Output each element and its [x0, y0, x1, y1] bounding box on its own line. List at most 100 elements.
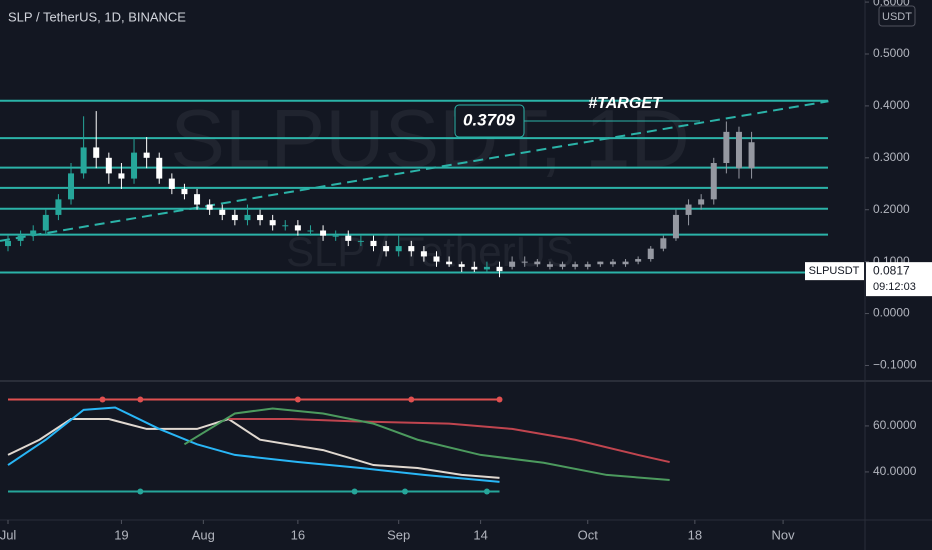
indicator-line	[7, 406, 500, 483]
candle-body	[685, 204, 692, 215]
y-tick-label: 0.3000	[873, 150, 910, 164]
x-tick-label: 16	[291, 527, 305, 542]
candle-body	[609, 261, 616, 265]
x-tick-label: Nov	[772, 527, 796, 542]
candle-body	[55, 199, 62, 215]
x-tick-label: Oct	[578, 527, 599, 542]
candle-body	[622, 261, 629, 265]
candle-body	[118, 173, 125, 179]
x-tick-label: 19	[114, 527, 128, 542]
candle-body	[698, 199, 705, 205]
candle-body	[383, 246, 390, 252]
candle-body	[672, 214, 679, 239]
candle-body	[231, 214, 238, 221]
chart-title: SLP / TetherUS, 1D, BINANCE	[8, 9, 186, 24]
candle-body	[723, 131, 730, 164]
candle-body	[471, 266, 478, 270]
candle-body	[17, 235, 24, 241]
y-tick-label: 60.0000	[873, 418, 917, 432]
y-tick-label: −0.1000	[873, 358, 917, 372]
indicator-marker	[496, 396, 503, 403]
candle-body	[143, 152, 150, 158]
candle-body	[131, 152, 138, 179]
indicator-line	[183, 407, 670, 481]
candle-body	[93, 147, 100, 158]
candle-body	[320, 230, 327, 236]
candle-body	[257, 214, 264, 221]
indicator-marker	[294, 396, 301, 403]
candle-body	[30, 230, 37, 236]
indicator-marker	[408, 396, 415, 403]
x-tick-label: Jul	[0, 527, 16, 542]
candle-body	[433, 256, 440, 262]
indicator-marker	[137, 396, 144, 403]
candle-body	[559, 264, 566, 267]
candle-body	[68, 173, 75, 200]
candle-body	[357, 240, 364, 242]
candle-body	[496, 266, 503, 272]
candle-body	[269, 220, 276, 226]
currency: USDT	[882, 11, 912, 23]
candle-body	[572, 264, 579, 267]
indicator-marker	[351, 488, 358, 495]
x-tick-label: 14	[473, 527, 487, 542]
indicator-marker	[99, 396, 106, 403]
candle-body	[156, 157, 163, 179]
indicator-line	[228, 418, 670, 464]
candle-body	[408, 246, 415, 252]
candle-body	[647, 248, 654, 260]
last-price: 0.0817	[873, 263, 910, 277]
candle-body	[370, 240, 377, 247]
candle-body	[446, 261, 453, 265]
target-value: 0.3709	[463, 110, 516, 129]
candle-body	[458, 264, 465, 267]
candle-body	[80, 147, 87, 174]
candle-body	[710, 163, 717, 200]
indicator-marker	[137, 488, 144, 495]
y-tick-label: 0.6000	[873, 0, 910, 8]
candle-body	[660, 238, 667, 249]
candle-body	[5, 240, 12, 247]
candle-body	[345, 235, 352, 241]
trendline	[0, 100, 829, 242]
last-name: SLPUSDT	[809, 265, 860, 277]
candle-body	[42, 214, 49, 231]
candle-body	[168, 178, 175, 189]
candle-body	[521, 261, 528, 263]
target-box	[454, 104, 525, 138]
currency-box[interactable]	[878, 5, 916, 27]
x-tick-label: Sep	[387, 527, 410, 542]
last-name-box	[805, 262, 864, 281]
y-tick-label: 0.5000	[873, 46, 910, 60]
y-tick-label: 0.2000	[873, 202, 910, 216]
candle-body	[244, 214, 251, 221]
candle-body	[584, 264, 591, 267]
candle-body	[735, 131, 742, 169]
indicator-marker	[401, 488, 408, 495]
candle-body	[282, 225, 289, 227]
countdown: 09:12:03	[873, 281, 916, 293]
candle-body	[294, 225, 301, 231]
candle-body	[194, 194, 201, 205]
x-tick-label: 18	[688, 527, 702, 542]
candle-body	[546, 264, 553, 267]
candle-body	[420, 251, 427, 257]
last-price-box	[866, 262, 932, 297]
candle-body	[509, 261, 516, 267]
y-tick-label: 0.0000	[873, 306, 910, 320]
candle-body	[534, 261, 541, 265]
candle-body	[635, 259, 642, 262]
candle-body	[307, 230, 314, 232]
candle-body	[105, 157, 112, 174]
candle-body	[219, 209, 226, 215]
candle-body	[395, 246, 402, 252]
y-tick-label: 0.4000	[873, 98, 910, 112]
x-tick-label: Aug	[192, 527, 215, 542]
candle-body	[206, 204, 213, 210]
target-label: #TARGET	[588, 95, 663, 112]
candle-body	[483, 266, 490, 270]
candle-body	[597, 261, 604, 265]
